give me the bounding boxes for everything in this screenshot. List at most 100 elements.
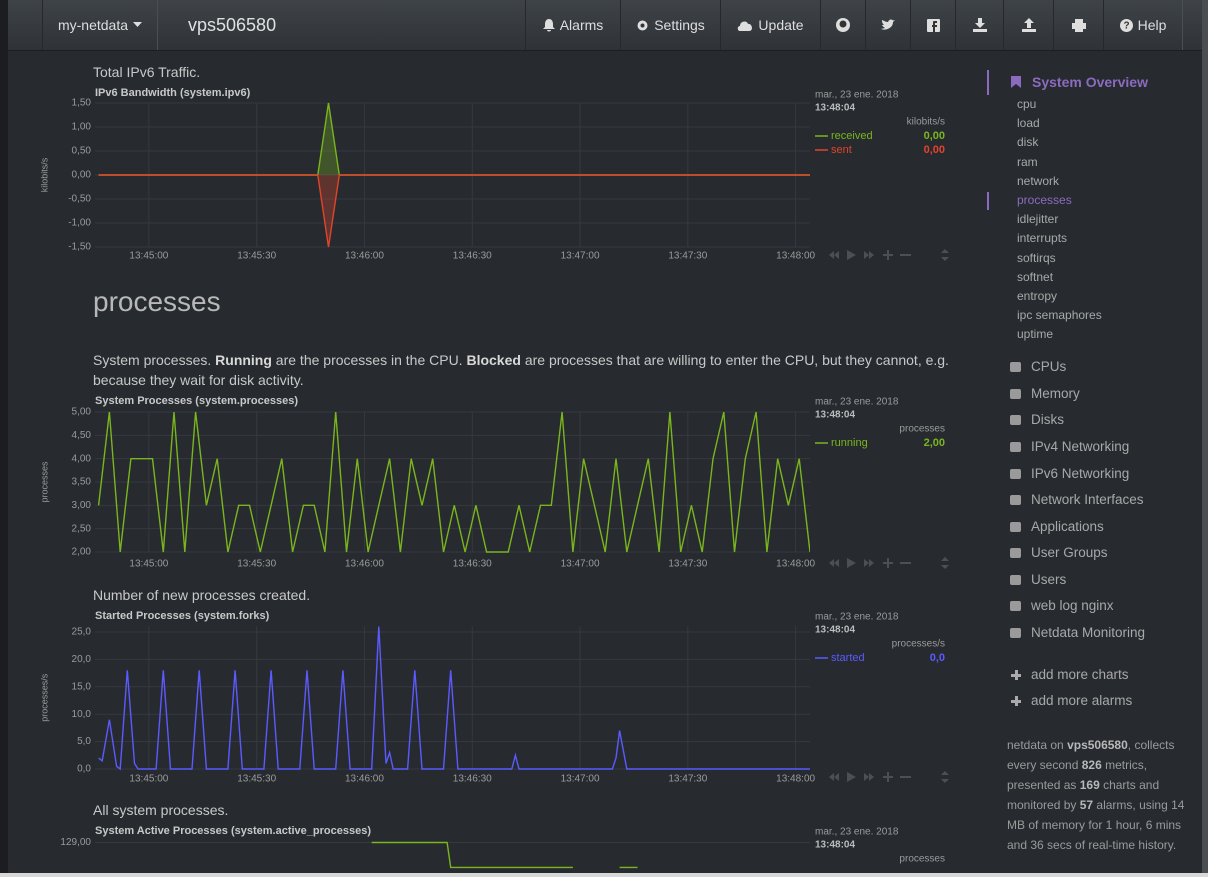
pan-left-control <box>829 251 839 259</box>
series-line <box>98 626 810 771</box>
plus-icon <box>1011 670 1021 680</box>
sidebar-item[interactable]: disk <box>1017 135 1039 150</box>
facebook-icon <box>926 18 940 32</box>
settings-button[interactable]: Settings <box>620 0 721 50</box>
y-tick-label: 15,0 <box>72 681 92 692</box>
legend-date: mar., 23 ene. 2018 <box>815 827 899 838</box>
sidebar-menu-item[interactable]: CPUs <box>1031 359 1067 374</box>
alarms-button[interactable]: Alarms <box>525 0 621 50</box>
sidebar-menu-item[interactable]: Network Interfaces <box>1031 492 1144 507</box>
y-axis-label: kilobits/s <box>39 157 49 192</box>
y-tick-label: 129,00 <box>60 837 91 848</box>
sidebar-item[interactable]: network <box>1017 173 1060 188</box>
menu-icon <box>1010 522 1021 532</box>
help-button[interactable]: ? Help <box>1103 0 1183 50</box>
x-tick-label: 13:46:30 <box>453 559 492 570</box>
section-title[interactable]: System Overview <box>1032 74 1148 90</box>
chart-description: Total IPv6 Traffic. <box>93 62 953 82</box>
pan-left-control <box>829 559 839 567</box>
pan-left-control <box>829 773 839 781</box>
sidebar: System Overview netdata on vps506580, co… <box>980 0 1200 877</box>
download-icon <box>972 18 987 32</box>
sidebar-action[interactable]: add more charts <box>1031 667 1129 682</box>
sidebar-menu-item[interactable]: Users <box>1031 572 1067 587</box>
chart-title: System Processes (system.processes) <box>95 395 298 407</box>
sidebar-item[interactable]: ram <box>1017 154 1038 169</box>
sidebar-menu-item[interactable]: Memory <box>1031 386 1080 401</box>
menu-icon <box>1010 469 1021 479</box>
y-tick-label: 5,0 <box>77 736 91 747</box>
bold-text: 826 <box>1081 758 1102 772</box>
series-line <box>98 174 810 248</box>
sidebar-menu-item[interactable]: Netdata Monitoring <box>1031 625 1146 640</box>
sidebar-item[interactable]: softirqs <box>1017 250 1056 265</box>
chart-title: Started Processes (system.forks) <box>95 610 270 622</box>
help-label: Help <box>1137 17 1167 33</box>
text: metrics, presented as <box>1007 758 1148 792</box>
x-tick-label: 13:48:00 <box>776 251 815 262</box>
sidebar-menu-item[interactable]: Disks <box>1031 412 1064 427</box>
sidebar-menu-item[interactable]: IPv4 Networking <box>1031 439 1130 454</box>
twitter-icon <box>881 19 895 30</box>
series-line <box>97 411 810 553</box>
sidebar-menu-item[interactable]: User Groups <box>1031 545 1108 560</box>
sidebar-item[interactable]: processes <box>1017 193 1072 207</box>
menu-icon <box>1010 548 1021 558</box>
x-tick-label: 13:46:00 <box>345 559 384 570</box>
sidebar-action[interactable]: add more alarms <box>1031 693 1133 708</box>
pan-right-control <box>864 773 874 781</box>
menu-icon <box>1010 415 1021 425</box>
y-tick-label: 1,50 <box>72 98 92 109</box>
x-tick-label: 13:47:30 <box>668 559 707 570</box>
resize-control <box>941 557 949 569</box>
sidebar-item[interactable]: cpu <box>1017 97 1037 111</box>
twitter-button[interactable] <box>865 0 911 50</box>
y-axis-label: processes/s <box>39 673 49 722</box>
y-tick-label: -1,00 <box>68 218 91 229</box>
zoom-out-control <box>900 776 911 778</box>
menu-icon <box>1010 495 1021 505</box>
sidebar-item[interactable]: ipc semaphores <box>1017 308 1102 323</box>
x-tick-label: 13:48:00 <box>776 559 815 570</box>
github-button[interactable] <box>820 0 866 50</box>
brand-menu[interactable]: my-netdata <box>42 0 158 50</box>
sidebar-menu-item[interactable]: Applications <box>1031 519 1104 534</box>
pan-right-control <box>864 559 874 567</box>
legend-units: processes/s <box>892 639 945 650</box>
upload-icon <box>1021 18 1036 32</box>
text: netdata on <box>1007 738 1068 752</box>
y-tick-label: 3,50 <box>72 477 92 488</box>
sidebar-item[interactable]: load <box>1017 116 1040 131</box>
sidebar-item[interactable]: idlejitter <box>1017 212 1059 227</box>
alarms-label: Alarms <box>559 17 604 33</box>
sidebar-item[interactable]: softnet <box>1017 269 1054 284</box>
y-tick-label: -0,50 <box>68 194 91 205</box>
resize-control <box>941 249 949 261</box>
sidebar-item[interactable]: entropy <box>1017 289 1058 303</box>
x-tick-label: 13:46:30 <box>453 251 492 262</box>
y-tick-label: 2,50 <box>72 523 92 534</box>
zoom-out-control <box>900 254 911 256</box>
zoom-in-control <box>883 558 893 568</box>
host-name: vps506580 <box>188 15 277 35</box>
menu-icon <box>1010 389 1021 399</box>
legend-value: 0,0 <box>930 652 945 664</box>
update-button[interactable]: Update <box>720 0 821 50</box>
facebook-button[interactable] <box>910 0 956 50</box>
y-tick-label: 25,0 <box>72 627 92 638</box>
sidebar-menu-item[interactable]: IPv6 Networking <box>1031 466 1130 481</box>
sidebar-item[interactable]: uptime <box>1017 327 1054 342</box>
y-tick-label: 2,00 <box>72 547 92 558</box>
sidebar-item[interactable]: interrupts <box>1017 231 1068 246</box>
brand: my-netdata <box>57 17 129 33</box>
caret <box>133 22 143 27</box>
sidebar-menu-item[interactable]: web log nginx <box>1031 598 1114 613</box>
y-tick-label: 0,0 <box>77 764 91 775</box>
series-line <box>98 102 810 176</box>
zoom-in-control <box>883 250 893 260</box>
legend-name: started <box>831 652 865 664</box>
gear-icon <box>637 20 648 30</box>
bold-text: 169 <box>1079 778 1100 792</box>
legend-name: running <box>831 437 868 449</box>
